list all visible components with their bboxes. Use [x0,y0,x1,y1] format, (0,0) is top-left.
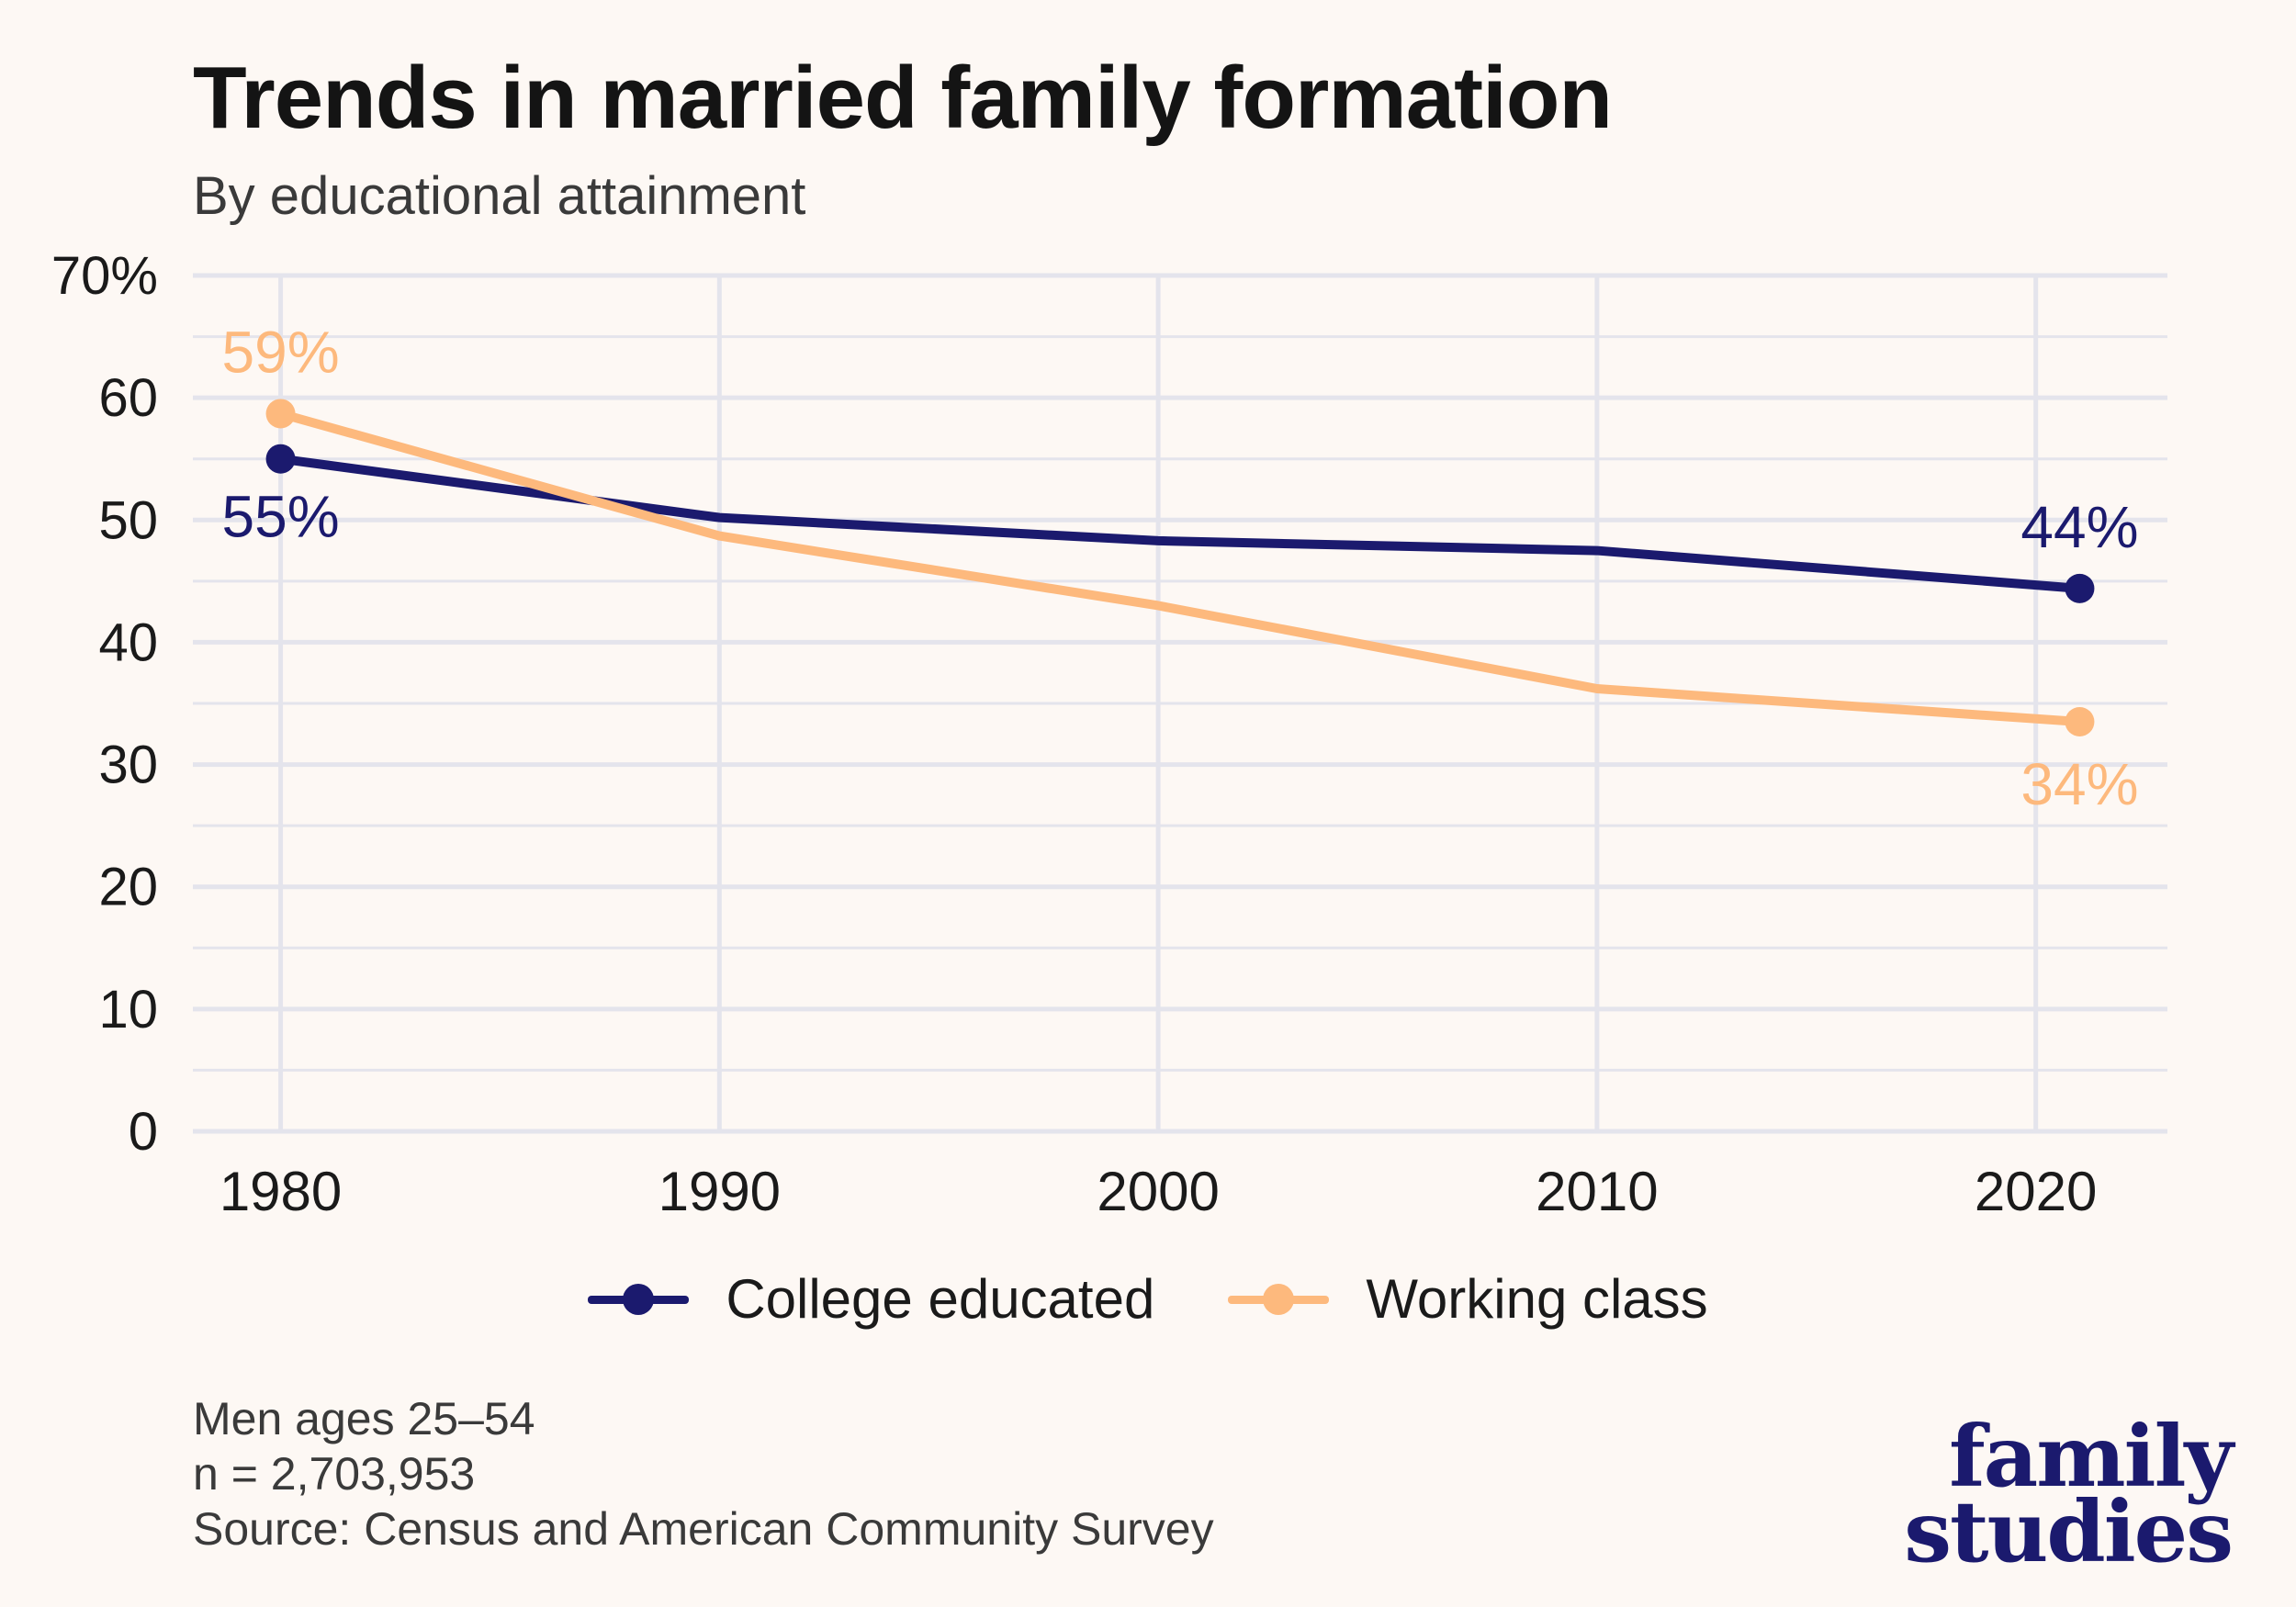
footnote-population: Men ages 25–54 [193,1393,535,1444]
x-tick-label: 2000 [1097,1161,1219,1222]
y-tick-label: 30 [98,736,158,795]
family-studies-logo: family studies [1904,1407,2234,1581]
series-line-college [276,454,2085,593]
y-tick-label: 10 [98,980,158,1039]
y-tick-label: 70% [51,246,158,306]
data-point-college [2065,573,2095,603]
footnote-sample-size: n = 2,703,953 [193,1448,476,1500]
legend: College educated Working class [0,1267,2296,1331]
data-label-college-last: 44% [2020,494,2138,560]
footnotes: Men ages 25–54 n = 2,703,953 Source: Cen… [193,1391,1214,1556]
data-point-working [2065,706,2095,736]
series-line-working [276,409,2085,726]
data-label-working-last: 34% [2020,751,2138,817]
y-tick-label: 50 [98,490,158,550]
chart-title: Trends in married family formation [193,49,1613,147]
chart-subtitle: By educational attainment [193,166,806,226]
x-tick-label: 1990 [658,1161,781,1222]
legend-item-working: Working class [1228,1267,1708,1331]
data-point-working [265,399,296,429]
logo-line-2: studies [1904,1482,2234,1581]
x-tick-label: 2020 [1975,1161,2097,1222]
data-label-working-first: 59% [222,319,340,385]
logo-line-1: family [1949,1407,2234,1506]
legend-label-college: College educated [726,1268,1155,1330]
y-tick-label: 40 [98,612,158,672]
footnote-source: Source: Census and American Community Su… [193,1503,1214,1555]
y-tick-label: 0 [129,1102,158,1162]
x-tick-label: 2010 [1536,1161,1658,1222]
legend-key-working [1228,1281,1330,1318]
y-tick-label: 60 [98,368,158,428]
data-point-college [265,444,296,474]
x-tick-label: 1980 [219,1161,342,1222]
y-tick-label: 20 [98,858,158,917]
legend-item-college: College educated [588,1267,1154,1331]
legend-key-college [588,1281,690,1318]
data-label-college-first: 55% [222,484,340,550]
legend-label-working: Working class [1366,1268,1708,1330]
